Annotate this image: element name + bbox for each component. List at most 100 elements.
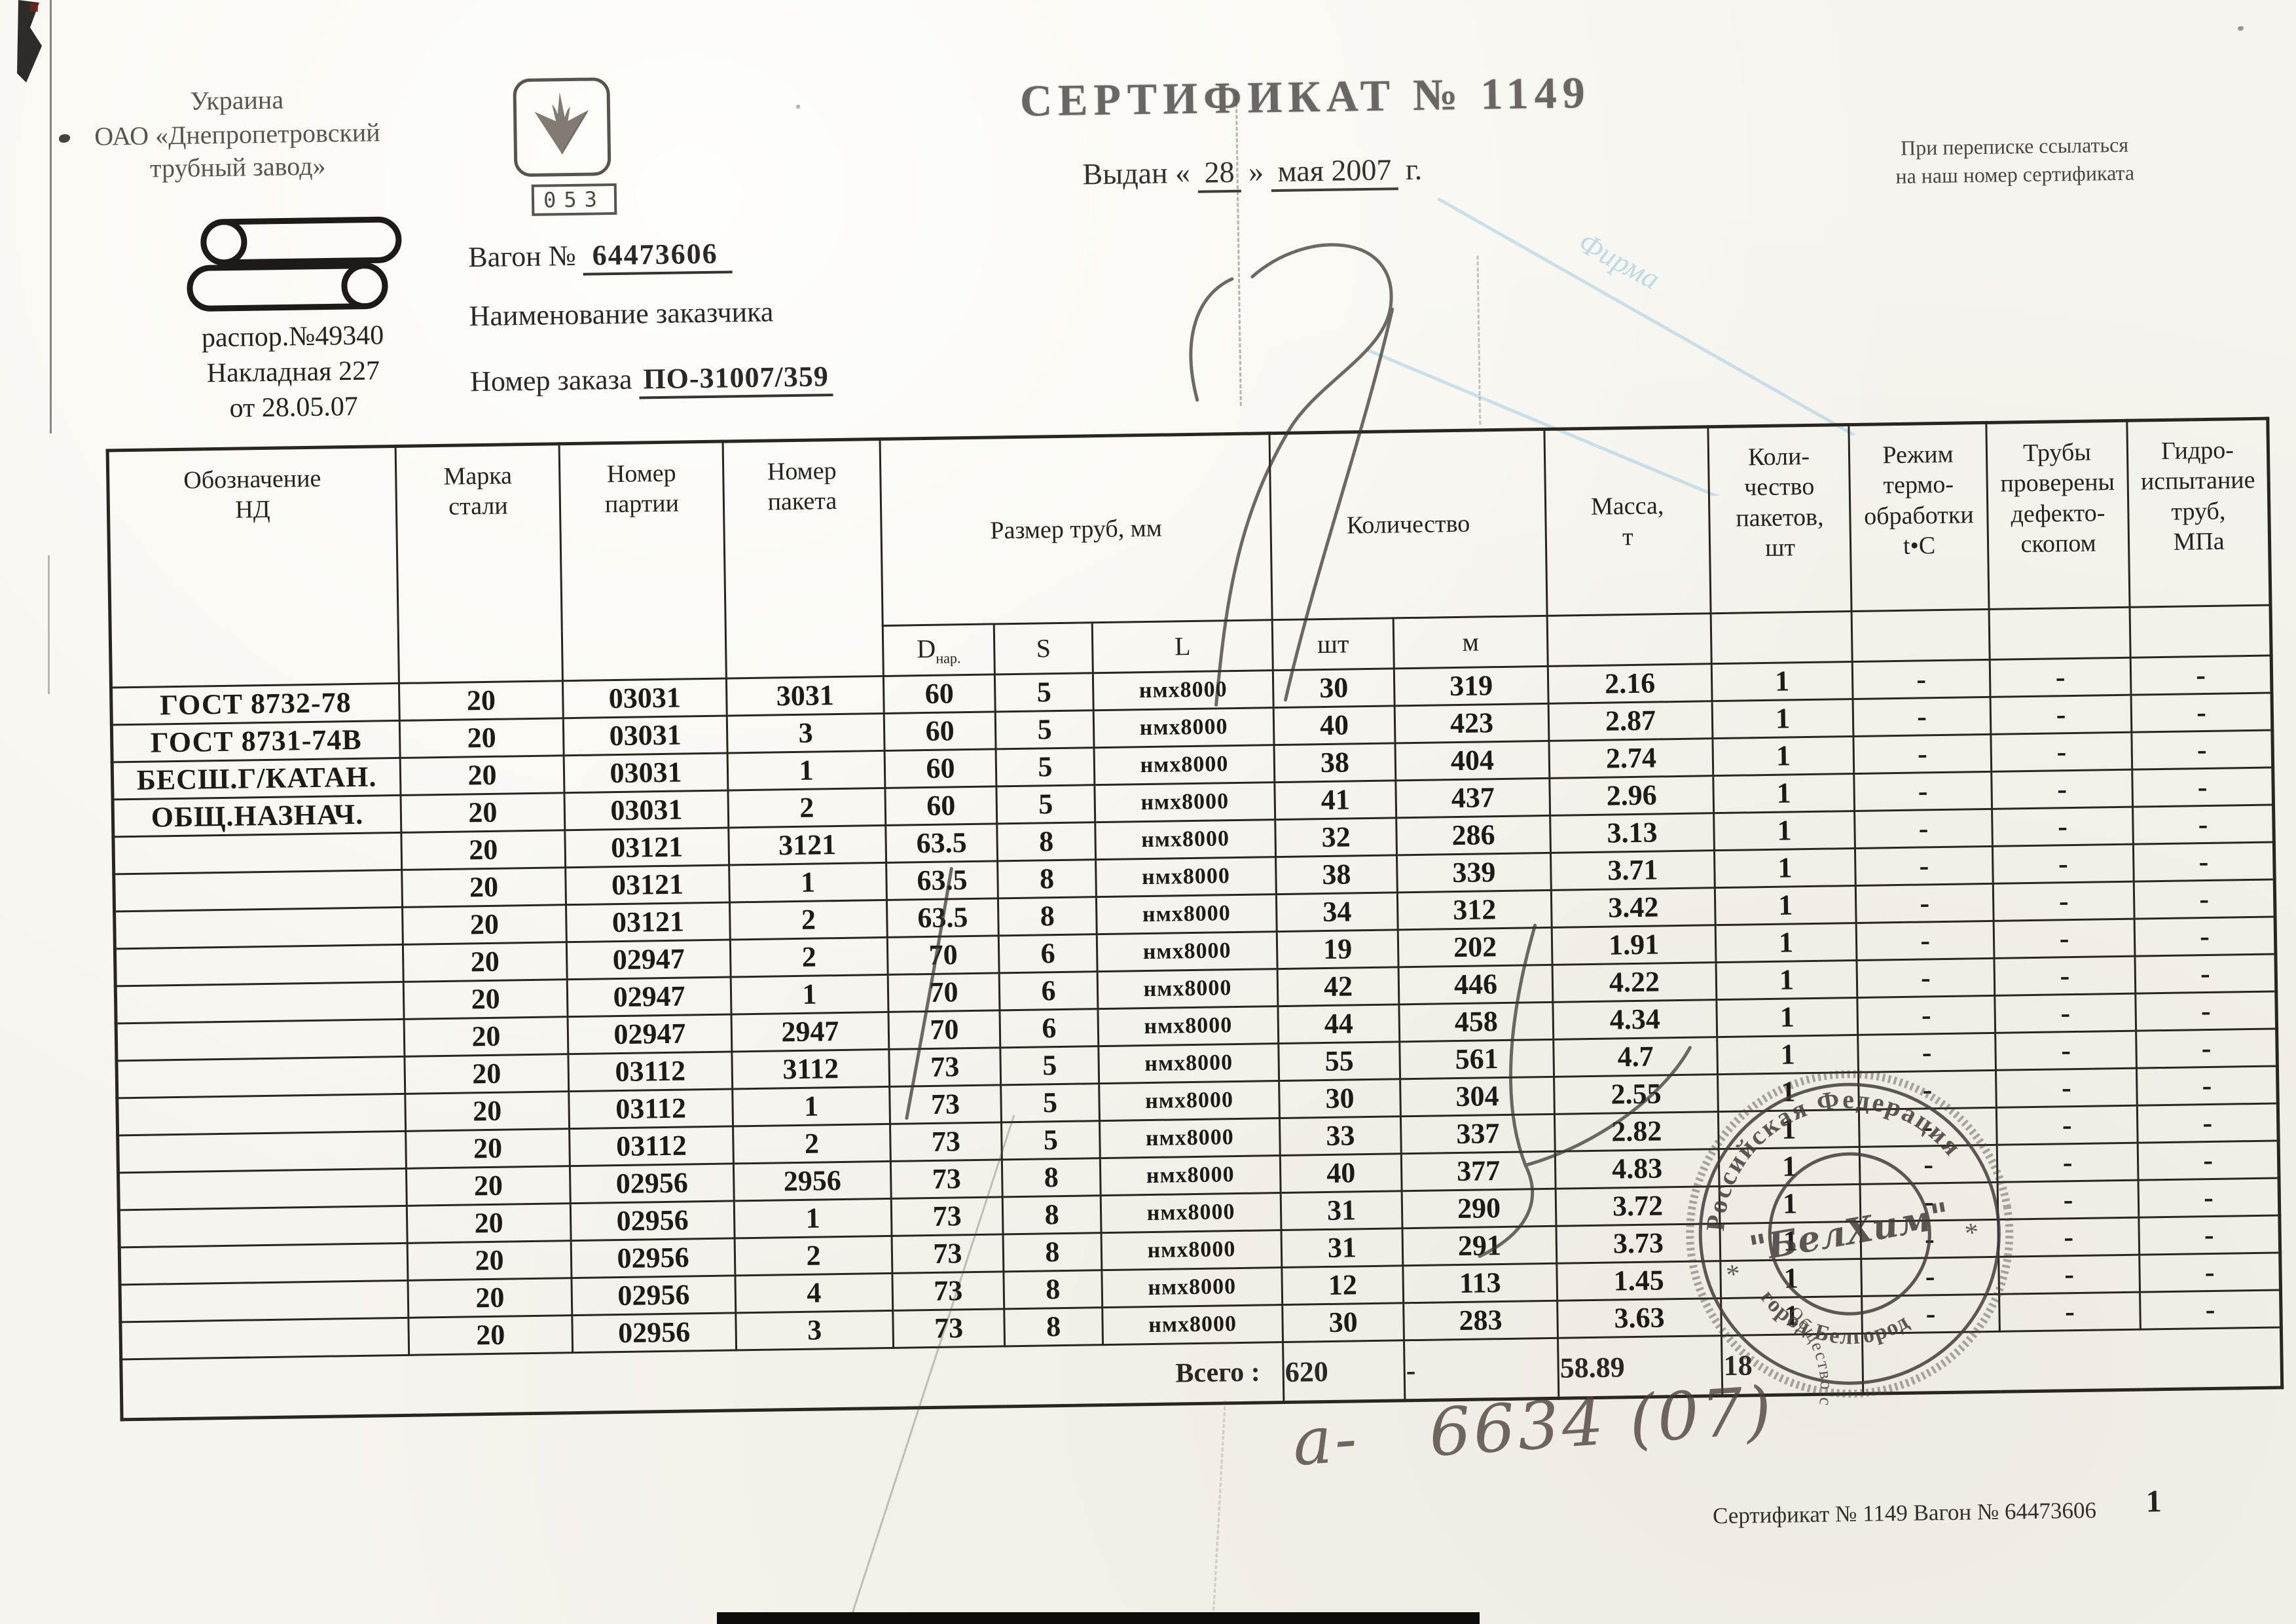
subheader-empty <box>2130 605 2272 658</box>
table-cell <box>117 1131 407 1173</box>
col-header-steel-grade: Марка стали <box>395 443 563 684</box>
table-cell: 03121 <box>564 828 729 868</box>
table-cell: 73 <box>892 1308 1005 1348</box>
table-cell: 03112 <box>568 1088 733 1129</box>
table-cell: 304 <box>1400 1077 1555 1116</box>
table-cell: - <box>2132 804 2274 845</box>
dispatch-block: распор.№49340 Накладная 227 от 28.05.07 <box>168 317 418 427</box>
table-cell: 4.22 <box>1552 962 1717 1003</box>
table-cell: 2.87 <box>1548 701 1713 741</box>
seal-star-right: * <box>1963 1217 1982 1249</box>
table-cell: 437 <box>1395 778 1550 818</box>
table-cell: 03121 <box>566 902 731 942</box>
table-cell: 30 <box>1279 1079 1401 1118</box>
table-cell: нмх8000 <box>1095 819 1276 860</box>
table-cell: - <box>2137 1103 2279 1143</box>
table-cell: 73 <box>888 1047 1001 1087</box>
table-cell: 20 <box>405 1091 570 1132</box>
table-cell: 1 <box>732 1086 890 1126</box>
table-cell: 8 <box>1002 1158 1101 1197</box>
table-cell: 3121 <box>728 825 886 866</box>
table-cell: 70 <box>888 972 1000 1012</box>
table-cell: 1 <box>734 1198 892 1238</box>
table-cell: 312 <box>1397 890 1552 930</box>
table-cell: 3031 <box>726 676 884 716</box>
order-label: Номер заказа <box>469 363 632 398</box>
pipes-logo-icon <box>182 213 406 327</box>
table-cell: 1 <box>1716 960 1857 1000</box>
certificate-title: СЕРТИФИКАТ № 1149 <box>1019 67 1592 126</box>
seal-star-left: * <box>1724 1259 1743 1291</box>
table-cell <box>120 1318 409 1359</box>
table-cell: 20 <box>407 1278 572 1318</box>
table-cell: 2 <box>729 900 888 940</box>
waybill-number: Накладная 227 <box>206 356 380 389</box>
table-cell: 60 <box>884 786 997 826</box>
table-cell: 1.91 <box>1552 925 1717 965</box>
table-cell: - <box>1853 771 1992 811</box>
table-cell: 20 <box>408 1315 573 1356</box>
table-cell <box>116 1056 405 1098</box>
totals-pieces: 620 <box>1283 1340 1405 1403</box>
table-cell: 30 <box>1273 668 1395 708</box>
table-cell: 20 <box>406 1166 571 1206</box>
issued-close: » <box>1248 155 1264 189</box>
table-cell: 70 <box>888 1010 1000 1050</box>
table-cell: 3112 <box>731 1049 890 1089</box>
table-cell: 5 <box>994 673 1094 712</box>
table-cell: ГОСТ 8731-74В <box>111 720 401 762</box>
table-cell: 03112 <box>569 1126 734 1166</box>
table-cell: 3.71 <box>1550 850 1715 891</box>
table-cell: 73 <box>890 1122 1002 1162</box>
subheader-wall-thickness: S <box>994 622 1093 674</box>
table-cell: 1 <box>1716 997 1858 1037</box>
table-cell: 319 <box>1394 666 1549 706</box>
table-cell <box>118 1206 408 1247</box>
table-cell: - <box>1991 769 2133 809</box>
dispatch-number: распор.№49340 <box>201 320 384 354</box>
table-cell: 12 <box>1281 1265 1404 1305</box>
table-cell: - <box>1993 881 2135 921</box>
country-label: Украина <box>190 84 284 116</box>
fold-line <box>1212 1400 1226 1617</box>
table-cell: 3.42 <box>1551 887 1716 928</box>
table-cell: 8 <box>998 896 1097 936</box>
table-cell: - <box>1990 732 2132 772</box>
footer-reference: Сертификат № 1149 Вагон № 64473606 <box>1712 1497 2097 1529</box>
customer-label: Наименование заказчика <box>469 295 774 333</box>
col-header-hydrotest: Гидро- испытание труб, МПа <box>2126 418 2271 608</box>
table-cell: ОБЩ.НАЗНАЧ. <box>113 795 401 837</box>
table-cell: 2956 <box>733 1161 892 1201</box>
table-cell: 20 <box>405 1128 570 1169</box>
table-cell: 8 <box>1002 1195 1102 1234</box>
table-cell: - <box>2140 1289 2282 1330</box>
table-cell: 30 <box>1282 1302 1404 1342</box>
table-cell: нмх8000 <box>1101 1230 1282 1270</box>
table-cell: - <box>1990 695 2132 735</box>
table-cell: 446 <box>1398 965 1553 1005</box>
table-cell: 20 <box>407 1203 572 1244</box>
order-line: Номер заказа ПО-31007/359 <box>469 360 833 399</box>
table-cell: 290 <box>1402 1189 1556 1228</box>
table-cell: нмх8000 <box>1099 1118 1281 1158</box>
table-cell: - <box>2138 1177 2280 1218</box>
table-cell: 404 <box>1394 741 1550 781</box>
table-header: Обозначение НД Марка стали Номер партии … <box>107 418 2272 688</box>
table-cell: нмх8000 <box>1096 894 1277 934</box>
table-cell: нмх8000 <box>1093 707 1275 748</box>
table-cell: - <box>1996 1105 2138 1145</box>
table-cell: 31 <box>1281 1228 1403 1268</box>
table-cell <box>113 832 402 874</box>
table-cell: - <box>1853 697 1991 737</box>
table-cell: - <box>2136 1065 2278 1106</box>
scan-edge-line <box>48 555 50 694</box>
table-cell: - <box>1997 1143 2139 1183</box>
ink-speck <box>796 105 800 109</box>
table-cell: 20 <box>403 979 568 1020</box>
table-cell: нмх8000 <box>1101 1267 1283 1308</box>
table-cell: 02956 <box>571 1238 735 1278</box>
table-cell: 2.74 <box>1548 738 1713 779</box>
table-cell: 20 <box>401 867 566 908</box>
table-cell: - <box>1994 993 2136 1033</box>
table-cell: 4.7 <box>1553 1037 1718 1077</box>
